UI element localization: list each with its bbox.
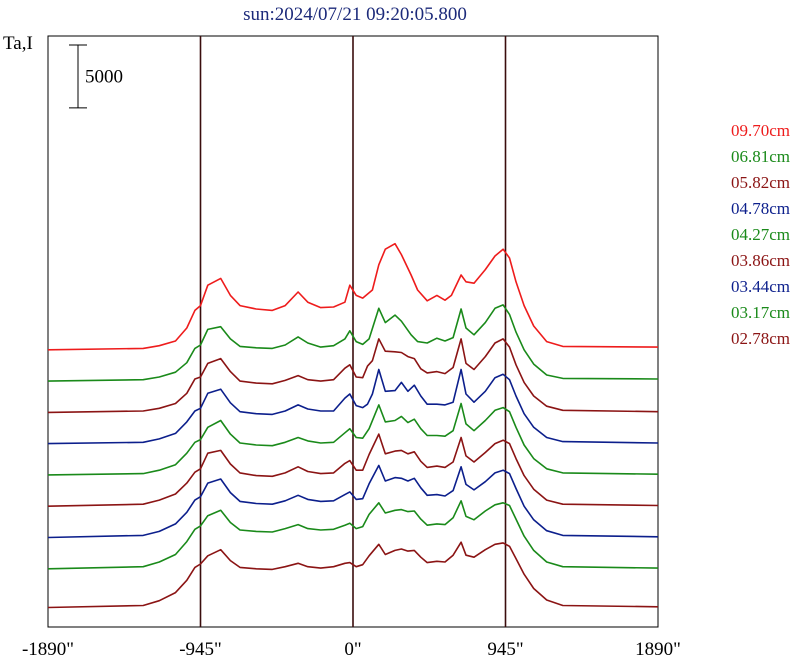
scale-bar: 5000 (69, 44, 123, 109)
legend-entry: 04.78cm (731, 199, 790, 218)
series-line (47, 464, 659, 539)
x-tick-label: 1890" (635, 639, 681, 660)
scale-bar-label: 5000 (85, 66, 123, 87)
legend: 09.70cm 06.81cm 05.82cm 04.78cm 04.27cm 03.86… (731, 121, 790, 348)
series-lines (47, 242, 659, 609)
legend-entry: 03.17cm (731, 303, 790, 322)
legend-entry: 09.70cm (731, 121, 790, 140)
series-line (47, 242, 659, 351)
series-line (47, 304, 659, 382)
x-tick-label: 945" (487, 639, 523, 660)
legend-entry: 06.81cm (731, 147, 790, 166)
series-line (47, 338, 659, 414)
legend-entry: 02.78cm (731, 329, 790, 348)
legend-entry: 04.27cm (731, 225, 790, 244)
series-line (47, 541, 659, 609)
series-line (47, 433, 659, 507)
series-line (47, 368, 659, 445)
series-line (47, 402, 659, 476)
x-tick-label: -1890" (22, 639, 74, 660)
legend-entry: 03.44cm (731, 277, 790, 296)
x-tick-label: -945" (179, 639, 222, 660)
series-line (47, 499, 659, 570)
chart-title: sun:2024/07/21 09:20:05.800 (243, 4, 467, 25)
legend-entry: 05.82cm (731, 173, 790, 192)
x-tick-labels: -1890" -945" 0" 945" 1890" (22, 639, 681, 660)
vertical-markers (199, 36, 507, 627)
x-tick-label: 0" (344, 639, 361, 660)
legend-entry: 03.86cm (731, 251, 790, 270)
y-axis-label: Ta,I (3, 33, 33, 54)
